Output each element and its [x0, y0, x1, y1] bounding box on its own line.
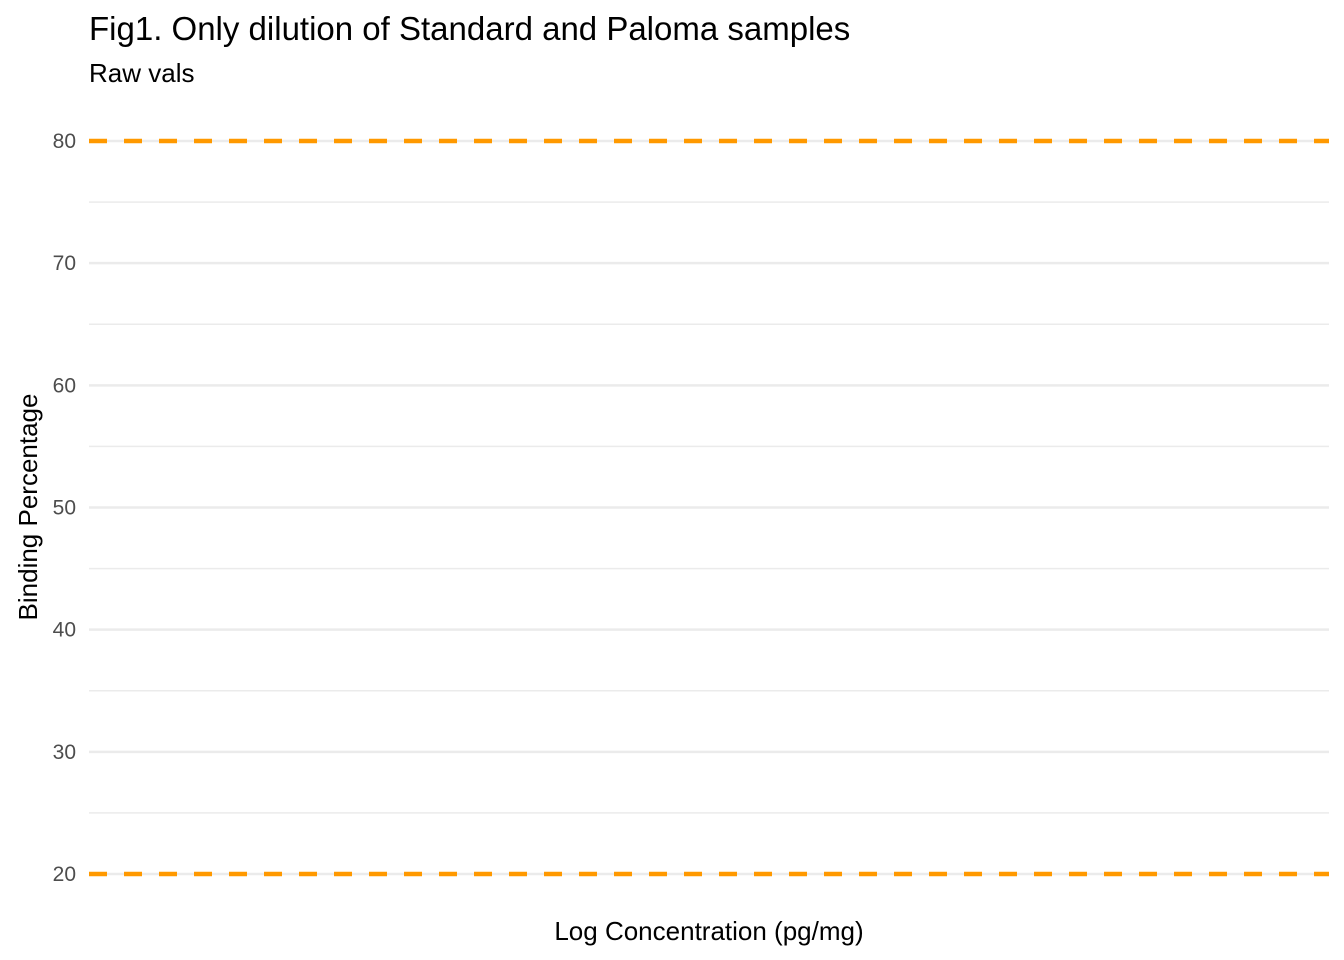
y-tick-label: 50: [53, 497, 76, 520]
y-tick-label: 70: [53, 252, 76, 275]
y-tick-label: 30: [53, 741, 76, 764]
y-tick-label: 80: [53, 130, 76, 153]
y-tick-label: 60: [53, 374, 76, 397]
y-tick-label: 40: [53, 619, 76, 642]
y-tick-labels: 20 30 40 50 60 70 80: [53, 130, 76, 886]
y-axis-title: Binding Percentage: [13, 394, 43, 621]
chart-title: Fig1. Only dilution of Standard and Palo…: [89, 10, 850, 47]
chart-subtitle: Raw vals: [89, 58, 194, 88]
y-tick-label: 20: [53, 863, 76, 886]
x-axis-title: Log Concentration (pg/mg): [554, 916, 863, 946]
grid-layer: [89, 139, 1329, 876]
